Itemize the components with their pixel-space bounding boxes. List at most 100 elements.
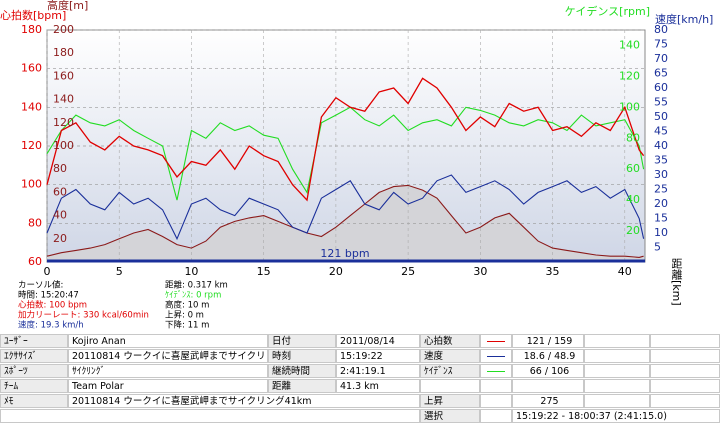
empty-cell	[584, 364, 650, 378]
empty-cell	[480, 379, 512, 393]
empty-cell	[480, 409, 512, 423]
y-tick-label: 140	[21, 100, 42, 113]
value-cell: 20110814 ウークイに喜屋武岬までサイクリング	[68, 349, 268, 363]
y-tick-label: 50	[654, 110, 668, 123]
info-text: 時間: 15:20:47	[18, 291, 79, 301]
y-tick-label: 200	[53, 23, 74, 36]
x-tick-label: 5	[116, 265, 123, 278]
y-tick-label: 140	[53, 93, 74, 106]
header-cell: 日付	[268, 334, 336, 348]
x-tick-label: 40	[618, 265, 632, 278]
empty-cell	[480, 364, 512, 378]
value-cell: ｻｲｸﾘﾝｸﾞ	[68, 364, 268, 378]
y-tick-label: 100	[53, 139, 74, 152]
info-text: 加力リーレート: 330 kcal/60min	[18, 310, 149, 321]
y-tick-label: 5	[654, 241, 661, 254]
value-cell: 2:41:19.1	[336, 364, 420, 378]
y-tick-label: 180	[53, 46, 74, 59]
value-cell: 275	[512, 394, 584, 408]
info-text: 上昇: 0 m	[165, 311, 204, 321]
header-cell: ｴｸｻｻｲｽﾞ	[0, 349, 68, 363]
y-tick-label: 20	[626, 224, 640, 237]
value-cell: 41.3 km	[336, 379, 420, 393]
axis-title: 速度[km/h]	[655, 12, 713, 26]
value-cell: 66 / 106	[512, 364, 584, 378]
header-cell: 継続時間	[268, 364, 336, 378]
y-tick-label: 80	[53, 162, 67, 175]
y-tick-label: 20	[654, 197, 668, 210]
y-tick-label: 10	[654, 226, 668, 239]
annotation: 121 bpm	[320, 247, 369, 260]
value-cell: 2011/08/14	[336, 334, 420, 348]
x-tick-label: 0	[44, 265, 51, 278]
y-tick-label: 15	[654, 212, 668, 225]
x-tick-label: 25	[401, 265, 415, 278]
info-text: 心拍数: 100 bpm	[18, 300, 87, 311]
y-tick-label: 60	[53, 185, 67, 198]
info-text: 速度: 19.3 km/h	[18, 320, 84, 331]
x-tick-label: 15	[257, 265, 271, 278]
y-tick-label: 100	[619, 100, 640, 113]
empty-cell	[584, 379, 650, 393]
y-tick-label: 60	[28, 255, 42, 268]
x-axis-title: 距離[km]	[670, 258, 683, 306]
series-line	[46, 77, 645, 202]
value-cell: Team Polar	[68, 379, 268, 393]
y-tick-label: 20	[53, 232, 67, 245]
y-tick-label: 120	[619, 69, 640, 82]
header-cell: ﾕｰｻﾞｰ	[0, 334, 68, 348]
legend-line	[487, 371, 505, 372]
y-tick-label: 160	[53, 69, 74, 82]
axis-title: ケイデンス[rpm]	[565, 4, 650, 18]
info-text: 距離: 0.317 km	[165, 280, 228, 291]
y-tick-label: 60	[626, 162, 640, 175]
series-line	[46, 174, 645, 241]
x-tick-label: 30	[473, 265, 487, 278]
y-tick-label: 80	[626, 131, 640, 144]
x-tick-label: 35	[546, 265, 560, 278]
header-cell: ﾒﾓ	[0, 394, 68, 408]
empty-cell	[584, 394, 650, 408]
x-tick-label: 10	[184, 265, 198, 278]
value-cell: 15:19:22 - 18:00:37 (2:41:15.0)	[512, 409, 720, 423]
y-tick-label: 65	[654, 67, 668, 80]
header-cell: 速度	[420, 349, 480, 363]
header-cell: ﾁｰﾑ	[0, 379, 68, 393]
axis-title: 心拍数[bpm]	[0, 8, 66, 22]
info-text: 下降: 11 m	[165, 320, 209, 331]
empty-cell	[420, 379, 480, 393]
empty-cell	[650, 349, 720, 363]
empty-cell	[650, 379, 720, 393]
value-cell: 20110814 ウークイに喜屋武岬までサイクリング41km	[68, 394, 420, 408]
y-tick-label: 40	[626, 193, 640, 206]
empty-cell	[480, 349, 512, 363]
empty-cell	[650, 394, 720, 408]
y-tick-label: 140	[619, 38, 640, 51]
x-tick-label: 20	[329, 265, 343, 278]
y-tick-label: 60	[654, 81, 668, 94]
header-cell: 上昇	[420, 394, 480, 408]
y-tick-label: 100	[21, 178, 42, 191]
empty-cell	[650, 364, 720, 378]
header-cell: 選択	[420, 409, 480, 423]
header-cell: ｽﾎﾟｰﾂ	[0, 364, 68, 378]
header-cell: 距離	[268, 379, 336, 393]
empty-cell	[650, 334, 720, 348]
header-cell: 時刻	[268, 349, 336, 363]
empty-cell	[512, 379, 584, 393]
series-line	[46, 184, 644, 258]
y-tick-label: 40	[654, 139, 668, 152]
y-tick-label: 45	[654, 125, 668, 138]
axis-title: 高度[m]	[47, 0, 88, 12]
empty-cell	[0, 409, 420, 423]
legend-line	[487, 341, 505, 342]
altitude-area	[47, 185, 644, 262]
empty-cell	[480, 334, 512, 348]
y-tick-label: 80	[28, 216, 42, 229]
header-cell: ｹｲﾃﾞﾝｽ	[420, 364, 480, 378]
value-cell: 121 / 159	[512, 334, 584, 348]
y-tick-label: 80	[654, 23, 668, 36]
y-tick-label: 180	[21, 23, 42, 36]
legend-line	[487, 356, 505, 357]
